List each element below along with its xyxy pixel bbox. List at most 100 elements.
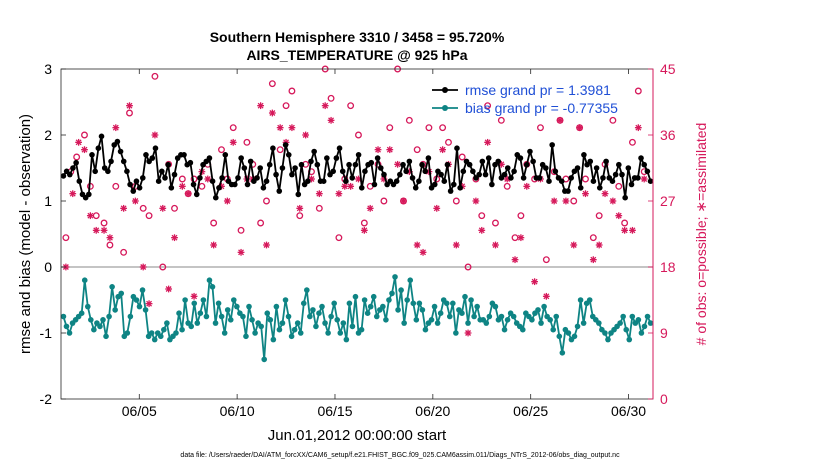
rmse-point xyxy=(257,165,264,171)
rmse-point xyxy=(165,161,171,168)
rmse-point xyxy=(98,133,105,140)
rmse-point xyxy=(504,165,511,171)
rmse-point xyxy=(558,178,565,184)
bias-point xyxy=(647,320,654,326)
obs-possible-marker xyxy=(464,263,472,271)
obs-assimilated-marker xyxy=(335,190,343,198)
bias-point xyxy=(340,320,347,326)
bias-point xyxy=(279,320,286,326)
obs-assimilated-marker xyxy=(478,226,486,234)
rmse-point xyxy=(403,168,409,175)
rmse-point xyxy=(381,171,387,178)
y-axis-label-right: # of obs: o=possible; ∗=assimilated xyxy=(693,123,709,346)
y-right-tick-label: 0 xyxy=(660,391,668,407)
rmse-point xyxy=(479,158,486,165)
obs-assimilated-marker xyxy=(589,256,597,264)
y-left-tick-label: 1 xyxy=(44,193,52,209)
rmse-point xyxy=(577,185,584,191)
rmse-point xyxy=(644,168,651,175)
rmse-point xyxy=(209,178,216,184)
rmse-point xyxy=(520,175,527,181)
y-left-tick-label: 0 xyxy=(44,259,52,275)
bias-point xyxy=(112,307,118,313)
bias-point xyxy=(422,326,429,333)
y-right-tick-label: 18 xyxy=(660,259,676,275)
obs-assimilated-marker xyxy=(229,138,237,146)
rmse-point xyxy=(254,175,260,181)
obs-possible-marker xyxy=(615,182,623,190)
obs-assimilated-marker xyxy=(640,175,648,183)
obs-assimilated-marker xyxy=(582,190,589,198)
bias-point xyxy=(313,323,319,330)
obs-assimilated-marker xyxy=(366,204,374,212)
rmse-point xyxy=(298,161,305,168)
rmse-point xyxy=(511,168,517,175)
rmse-point xyxy=(466,161,473,168)
obs-possible-marker xyxy=(120,248,128,256)
obs-assimilated-marker xyxy=(550,197,558,205)
obs-possible-marker xyxy=(629,138,636,146)
rmse-point xyxy=(124,168,130,175)
bias-point xyxy=(291,326,298,333)
rmse-point xyxy=(114,138,121,145)
bias-point xyxy=(349,323,356,330)
rmse-point xyxy=(66,171,73,178)
bias-point xyxy=(446,313,453,320)
obs-assimilated-marker xyxy=(556,116,564,124)
bias-point xyxy=(230,297,237,303)
bias-point xyxy=(434,320,441,326)
rmse-point xyxy=(346,161,352,168)
obs-assimilated-marker xyxy=(464,329,472,337)
bias-point xyxy=(66,330,73,336)
rmse-point xyxy=(565,188,571,194)
obs-assimilated-marker xyxy=(100,226,108,234)
rmse-point xyxy=(108,158,114,165)
bias-point xyxy=(404,297,410,303)
rmse-point xyxy=(333,155,340,161)
bias-point xyxy=(282,297,289,303)
obs-possible-marker xyxy=(478,212,486,220)
bias-point xyxy=(191,300,198,307)
rmse-point xyxy=(162,175,168,181)
x-tick-label: 06/30 xyxy=(611,403,646,419)
bias-point xyxy=(221,330,228,336)
obs-assimilated-marker xyxy=(223,197,231,205)
bias-point xyxy=(212,320,219,326)
bias-point xyxy=(504,317,511,323)
obs-possible-marker xyxy=(327,94,335,102)
rmse-point xyxy=(130,188,137,194)
obs-possible-marker xyxy=(537,124,544,132)
obs-assimilated-marker xyxy=(511,256,519,264)
obs-assimilated-marker xyxy=(629,226,636,234)
obs-possible-marker xyxy=(634,87,642,95)
x-axis-label: Jun.01,2012 00:00:00 start xyxy=(268,427,447,444)
bias-point xyxy=(164,320,170,326)
bias-point xyxy=(620,313,626,320)
obs-possible-marker xyxy=(360,219,368,227)
bias-point xyxy=(370,293,377,300)
rmse-point xyxy=(216,185,222,191)
bias-point xyxy=(556,333,563,340)
obs-possible-marker xyxy=(315,204,323,212)
bias-point xyxy=(246,303,252,310)
obs-possible-marker xyxy=(380,197,388,205)
rmse-point xyxy=(311,148,317,155)
obs-possible-marker xyxy=(282,102,290,110)
obs-assimilated-marker xyxy=(237,248,245,256)
data-file-footer: data file: /Users/raeder/DAI/ATM_forcXX/… xyxy=(180,452,620,459)
rmse-point xyxy=(523,161,530,168)
rmse-point xyxy=(238,155,244,161)
rmse-point xyxy=(362,168,368,175)
obs-assimilated-marker xyxy=(517,234,525,242)
obs-possible-marker xyxy=(198,182,206,190)
rmse-point xyxy=(419,161,425,168)
x-tick-label: 06/20 xyxy=(415,403,450,419)
rmse-point xyxy=(444,161,451,168)
rmse-point xyxy=(628,181,635,188)
obs-possible-marker xyxy=(112,182,120,190)
bias-point xyxy=(474,303,480,310)
rmse-point xyxy=(73,159,79,166)
bias-point xyxy=(346,300,353,307)
rmse-point xyxy=(247,158,254,165)
